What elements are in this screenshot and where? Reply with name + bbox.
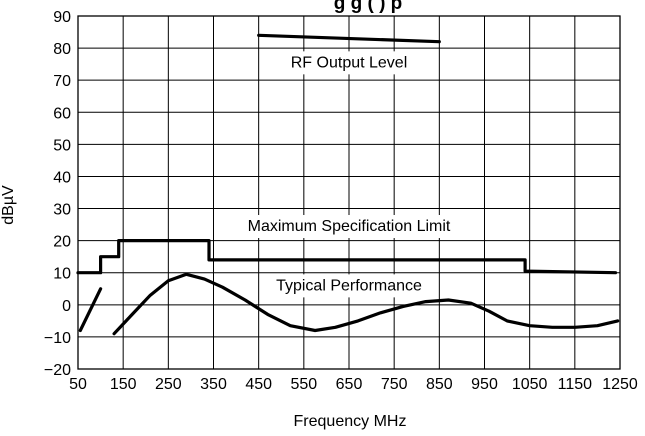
- x-tick-label: 350: [200, 376, 227, 393]
- x-tick-label: 950: [471, 376, 498, 393]
- x-tick-label: 1150: [558, 376, 593, 393]
- annotation-text: Typical Performance: [276, 277, 422, 294]
- y-tick-label: −20: [44, 362, 71, 379]
- annotation-label: Maximum Specification Limit: [239, 215, 459, 239]
- annotation-label: RF Output Level: [282, 51, 416, 75]
- x-tick-label: 450: [245, 376, 272, 393]
- plot-frame: [77, 15, 621, 370]
- x-tick-label: 650: [336, 376, 363, 393]
- y-tick-label: 0: [62, 298, 71, 315]
- series-maximum-specification-limit: [76, 239, 618, 275]
- annotations: RF Output Level Maximum Specification Lim…: [239, 51, 459, 298]
- series-lines: [76, 33, 620, 336]
- x-tick-label: 1250: [602, 376, 638, 393]
- y-tick-label: 60: [53, 105, 71, 122]
- chart-title: g g ( ) p: [334, 0, 403, 14]
- y-axis-ticks: −20 −10 0 10 20 30 40 50 60 70 80 90: [44, 9, 71, 379]
- x-axis-ticks: 50 150 250 350 450 550 650 750 850 950 1050 1150 125…: [69, 376, 638, 393]
- y-tick-label: 80: [53, 41, 71, 58]
- y-tick-label: 10: [53, 266, 71, 283]
- y-tick-label: 70: [53, 73, 71, 90]
- y-tick-label: 50: [53, 137, 71, 154]
- y-tick-label: 40: [53, 169, 71, 186]
- y-tick-label: 20: [53, 234, 71, 251]
- x-tick-label: 50: [69, 376, 87, 393]
- series-typical-performance-low-1: [78, 287, 103, 333]
- x-tick-label: 850: [426, 376, 453, 393]
- series-typical-performance-low-2: [112, 272, 620, 336]
- x-tick-label: 150: [110, 376, 137, 393]
- x-tick-label: 1050: [512, 376, 548, 393]
- y-tick-label: 30: [53, 202, 71, 219]
- annotation-text: Maximum Specification Limit: [248, 218, 451, 235]
- annotation-label: Typical Performance: [268, 274, 431, 298]
- annotation-background: [239, 215, 459, 239]
- annotation-text: RF Output Level: [291, 54, 408, 71]
- series-rf-output-level: [257, 33, 441, 44]
- annotation-background: [282, 51, 416, 75]
- x-tick-label: 550: [290, 376, 317, 393]
- y-axis-label: dBµV: [0, 185, 17, 225]
- x-tick-label: 750: [381, 376, 408, 393]
- y-tick-label: 90: [53, 9, 71, 26]
- x-tick-label: 250: [155, 376, 182, 393]
- annotation-background: [268, 274, 431, 298]
- y-tick-label: −10: [44, 330, 71, 347]
- x-axis-label: Frequency MHz: [294, 413, 407, 430]
